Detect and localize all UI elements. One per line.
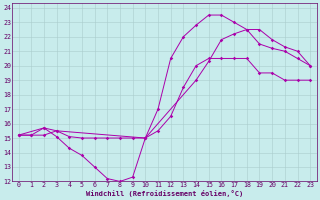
X-axis label: Windchill (Refroidissement éolien,°C): Windchill (Refroidissement éolien,°C)	[86, 190, 243, 197]
